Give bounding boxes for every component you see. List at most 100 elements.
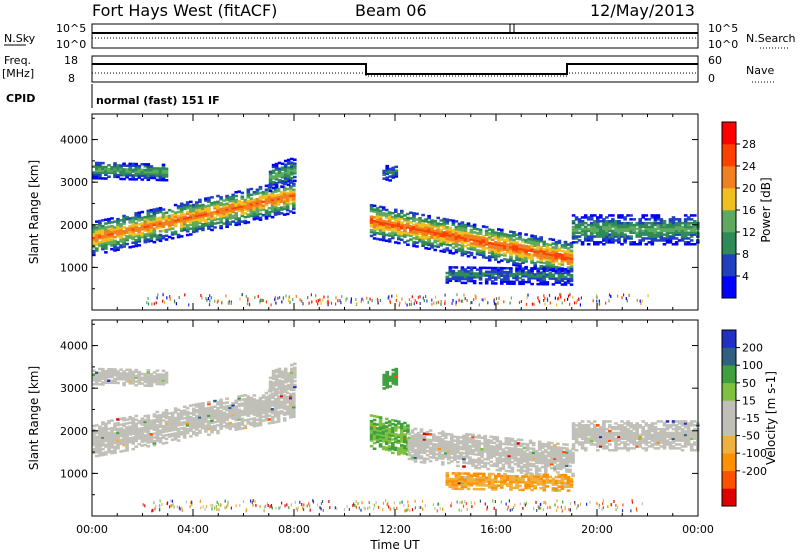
velocity-echo-cell-0 [256, 399, 260, 402]
power-echo-cell-1 [116, 174, 120, 177]
velocity-echo-cell-0 [225, 401, 229, 404]
power-echo-cell-5 [681, 222, 685, 225]
velocity-echo-cell-0 [165, 442, 169, 445]
power-echo-cell-3 [561, 244, 565, 247]
power-ground-speckle [254, 296, 255, 299]
power-ground-speckle [399, 302, 400, 305]
velocity-echo-cell-0 [219, 399, 223, 402]
power-echo-cell-3 [470, 229, 474, 232]
power-echo-cell-3 [379, 238, 383, 241]
power-ground-speckle [549, 294, 550, 297]
power-ground-speckle [271, 303, 272, 306]
velocity-echo-cell-4 [468, 456, 472, 459]
power-ground-speckle [335, 303, 336, 306]
power-ground-speckle [496, 297, 497, 300]
velocity-echo-cell-0 [198, 430, 202, 433]
power-echo-cell-5 [599, 226, 603, 229]
velocity-echo-cell-0 [195, 409, 199, 412]
power-ground-speckle [300, 298, 301, 301]
power-echo-cell-3 [485, 226, 489, 229]
power-ground-speckle [456, 301, 457, 304]
velocity-echo-cell-2 [293, 384, 297, 387]
velocity-echo-cell-0 [134, 422, 138, 425]
power-echo-cell-4 [500, 278, 504, 281]
power-ground-speckle [498, 297, 499, 300]
velocity-echo-cell-0 [247, 395, 251, 398]
power-ground-speckle [318, 299, 319, 302]
power-ground-speckle [581, 296, 582, 299]
power-ground-speckle [419, 295, 420, 298]
velocity-echo-cell-1 [134, 369, 138, 372]
velocity-echo-cell-0 [195, 403, 199, 406]
power-echo-cell-3 [388, 232, 392, 235]
power-ground-speckle [543, 294, 544, 297]
power-ground-speckle [258, 295, 259, 298]
power-echo-cell-0 [237, 190, 241, 193]
power-ground-speckle [409, 298, 410, 301]
power-ground-speckle [249, 303, 250, 306]
velocity-echo-cell-1 [134, 384, 138, 387]
power-echo-cell-3 [385, 209, 389, 212]
power-echo-cell-3 [382, 206, 386, 209]
power-ground-speckle [511, 297, 512, 300]
velocity-echo-cell-0 [165, 409, 169, 412]
velocity-echo-cell-4 [450, 460, 454, 463]
velocity-echo-cell-0 [216, 401, 220, 404]
power-echo-cell-3 [400, 239, 404, 242]
velocity-echo-cell-4 [511, 444, 515, 447]
power-echo-cell-5 [629, 241, 633, 244]
power-ground-speckle [388, 296, 389, 299]
velocity-echo-cell-0 [225, 413, 229, 416]
power-echo-cell-2 [278, 168, 282, 171]
power-ground-speckle [279, 296, 280, 299]
power-ground-speckle [623, 293, 624, 296]
noise-panel: N.Sky 10^5 10^0 10^5 10^0 N.Search [4, 22, 796, 51]
power-ground-speckle [475, 297, 476, 300]
velocity-echo-cell-4 [468, 445, 472, 448]
velocity-echo-cell-0 [286, 405, 290, 408]
power-ground-speckle [263, 299, 264, 302]
power-colorbar-tick-label: 4 [742, 270, 749, 283]
velocity-echo-cell-0 [268, 418, 272, 421]
power-echo-cell-0 [177, 205, 181, 208]
power-ground-speckle [629, 294, 630, 297]
velocity-echo-cell-0 [125, 426, 129, 429]
velocity-echo-cell-1 [134, 380, 138, 383]
power-echo-cell-3 [455, 220, 459, 223]
velocity-echo-cell-1 [156, 369, 160, 372]
velocity-echo-cell-0 [207, 407, 211, 410]
power-echo-cell-4 [461, 266, 465, 269]
power-echo-cell-4 [549, 272, 553, 275]
power-echo-cell-4 [479, 267, 483, 270]
power-echo-cell-0 [147, 210, 151, 213]
velocity-echo-cell-0 [177, 439, 181, 442]
power-echo-cell-0 [237, 217, 241, 220]
power-echo-cell-0 [165, 229, 169, 232]
velocity-echo-cell-0 [186, 428, 190, 431]
power-ground-speckle [209, 303, 210, 306]
power-ground-speckle [599, 300, 600, 303]
velocity-echo-cell-0 [104, 451, 108, 454]
velocity-echo-cell-4 [480, 465, 484, 468]
velocity-echo-cell-3 [403, 422, 407, 425]
power-echo-cell-3 [394, 209, 398, 212]
power-echo-cell-4 [521, 267, 525, 270]
velocity-echo-cell-0 [116, 422, 120, 425]
power-echo-cell-3 [388, 211, 392, 214]
power-ground-speckle [176, 302, 177, 305]
velocity-echo-cell-0 [247, 418, 251, 421]
velocity-echo-cell-1 [165, 372, 169, 375]
velocity-echo-cell-4 [471, 434, 475, 437]
power-echo-cell-4 [455, 266, 459, 269]
velocity-echo-cell-0 [225, 398, 229, 401]
power-ground-speckle [471, 301, 472, 304]
nave-label: Nave [746, 64, 774, 77]
power-ground-speckle [420, 302, 421, 305]
velocity-echo-cell-4 [438, 436, 442, 439]
power-ground-speckle [302, 302, 303, 305]
power-echo-cell-0 [286, 213, 290, 216]
power-echo-cell-3 [449, 227, 453, 230]
power-echo-cell-1 [101, 162, 105, 165]
